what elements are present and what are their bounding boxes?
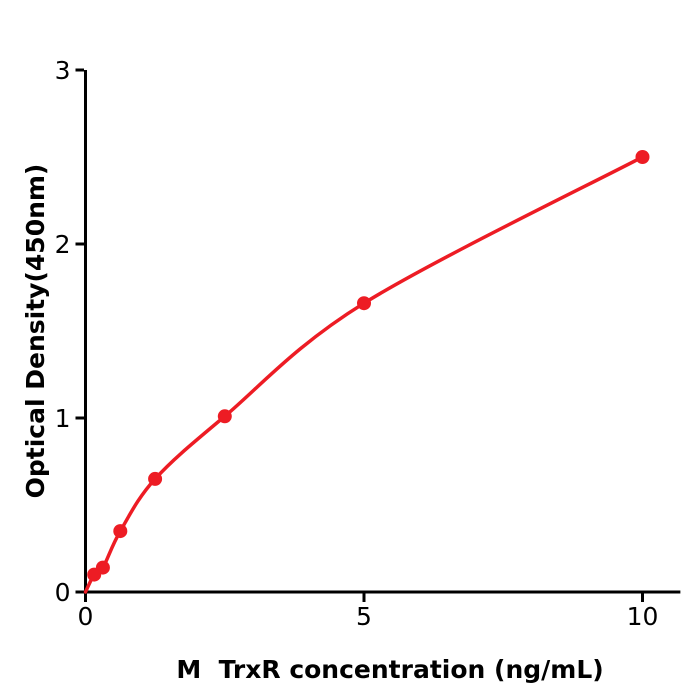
x-tick-label: 5	[356, 602, 372, 631]
y-tick-label: 1	[55, 404, 71, 433]
plot-area: 0 5 10 0 1 2 3	[55, 56, 681, 631]
fit-curve	[83, 155, 645, 594]
x-tick-label: 10	[627, 602, 659, 631]
x-tick-label: 0	[78, 602, 94, 631]
data-point	[217, 409, 232, 424]
data-point	[357, 296, 371, 311]
y-tick-label: 2	[55, 230, 71, 259]
y-tick-label: 0	[55, 578, 71, 607]
x-axis-title: M TrxR concentration (ng/mL)	[176, 655, 603, 684]
y-tick-label: 3	[55, 56, 71, 85]
y-axis-title: Optical Density(450nm)	[21, 164, 50, 499]
data-point	[113, 524, 128, 539]
data-point	[95, 560, 110, 575]
data-point	[635, 150, 650, 164]
data-point	[148, 471, 163, 486]
